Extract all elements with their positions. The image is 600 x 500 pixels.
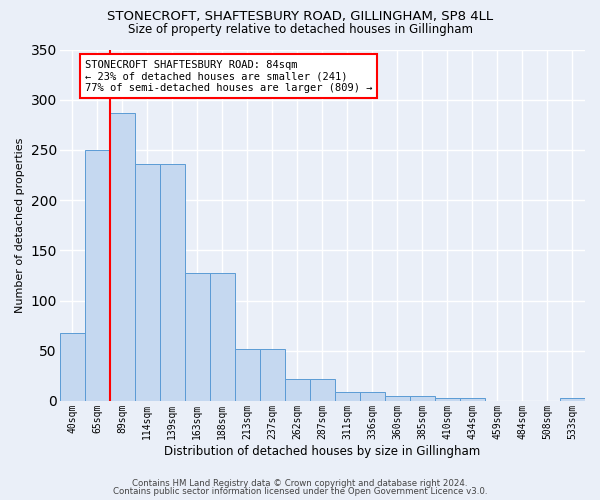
Bar: [460, 398, 485, 401]
Bar: [410, 396, 435, 401]
Text: Contains public sector information licensed under the Open Government Licence v3: Contains public sector information licen…: [113, 487, 487, 496]
Bar: [360, 392, 385, 401]
Bar: [135, 164, 160, 401]
Text: Contains HM Land Registry data © Crown copyright and database right 2024.: Contains HM Land Registry data © Crown c…: [132, 478, 468, 488]
Bar: [385, 396, 410, 401]
Bar: [260, 348, 285, 401]
Bar: [160, 164, 185, 401]
Text: STONECROFT, SHAFTESBURY ROAD, GILLINGHAM, SP8 4LL: STONECROFT, SHAFTESBURY ROAD, GILLINGHAM…: [107, 10, 493, 23]
Bar: [60, 332, 85, 401]
X-axis label: Distribution of detached houses by size in Gillingham: Distribution of detached houses by size …: [164, 444, 481, 458]
Y-axis label: Number of detached properties: Number of detached properties: [15, 138, 25, 313]
Bar: [335, 392, 360, 401]
Bar: [560, 398, 585, 401]
Bar: [185, 274, 210, 401]
Bar: [110, 113, 135, 401]
Bar: [210, 274, 235, 401]
Bar: [235, 348, 260, 401]
Text: STONECROFT SHAFTESBURY ROAD: 84sqm
← 23% of detached houses are smaller (241)
77: STONECROFT SHAFTESBURY ROAD: 84sqm ← 23%…: [85, 60, 372, 92]
Text: Size of property relative to detached houses in Gillingham: Size of property relative to detached ho…: [128, 22, 473, 36]
Bar: [435, 398, 460, 401]
Bar: [85, 150, 110, 401]
Bar: [310, 379, 335, 401]
Bar: [285, 379, 310, 401]
